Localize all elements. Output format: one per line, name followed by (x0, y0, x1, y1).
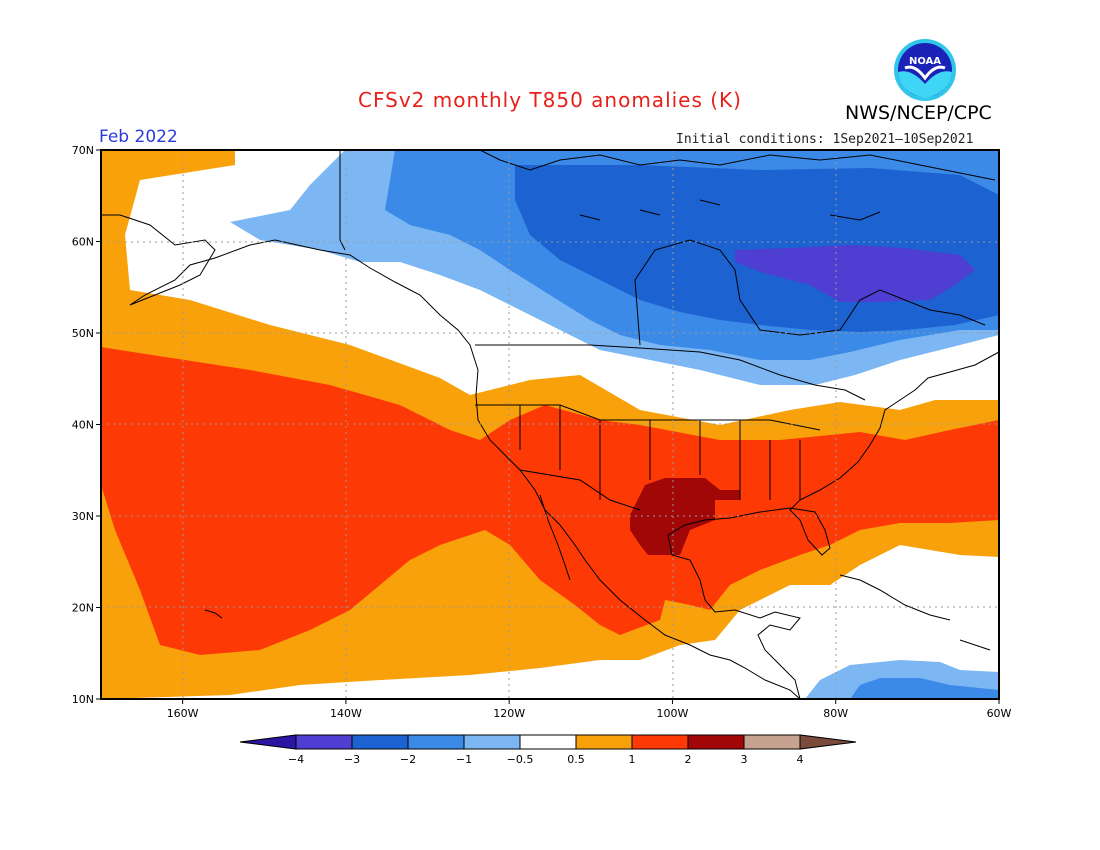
colorbar-label: −1 (456, 753, 472, 766)
lon-tick-label: 140W (330, 707, 362, 720)
colorbar-label: −0.5 (507, 753, 534, 766)
agency-label: NWS/NCEP/CPC (845, 102, 992, 124)
colorbar-label: 4 (797, 753, 804, 766)
colorbar-swatch (687, 734, 745, 750)
lon-tick-label: 120W (493, 707, 525, 720)
lon-tick-label: 100W (657, 707, 689, 720)
colorbar-label: 1 (629, 753, 636, 766)
coastlines (101, 150, 999, 699)
colorbar-swatch (295, 734, 353, 750)
colorbar-swatch (631, 734, 689, 750)
lon-tick-label: 60W (987, 707, 1012, 720)
colorbar-swatch (575, 734, 633, 750)
field-purple-core (735, 245, 975, 302)
colorbar-arrow-low (239, 734, 297, 750)
longitude-ticks: 160W 140W 120W 100W 80W 60W (167, 699, 1012, 720)
colorbar-swatch (743, 734, 801, 750)
lon-tick-label: 160W (167, 707, 199, 720)
lon-tick-label: 80W (823, 707, 848, 720)
latitude-ticks: 70N 60N 50N 40N 30N 20N 10N (72, 144, 101, 706)
lat-tick-label: 10N (72, 693, 94, 706)
colorbar: −4 −3 −2 −1 −0.5 0.5 1 2 3 4 (239, 734, 857, 766)
colorbar-label: 3 (741, 753, 748, 766)
initial-conditions: Initial conditions: 1Sep2021—10Sep2021 (676, 132, 974, 147)
colorbar-arrow-high (799, 734, 857, 750)
target-month: Feb 2022 (99, 127, 178, 147)
field-red-belt (101, 347, 999, 655)
colorbar-label: −2 (400, 753, 416, 766)
colorbar-swatch (407, 734, 465, 750)
lat-tick-label: 40N (72, 419, 94, 432)
gridlines (101, 150, 999, 699)
chart-title: CFSv2 monthly T850 anomalies (K) (358, 88, 742, 112)
lat-tick-label: 70N (72, 144, 94, 157)
colorbar-swatch (519, 734, 577, 750)
anomaly-field (101, 150, 999, 699)
colorbar-label: −3 (344, 753, 360, 766)
field-blue-caribbean (850, 678, 999, 699)
logo-text: NOAA (909, 56, 941, 67)
colorbar-label: 0.5 (567, 753, 585, 766)
lat-tick-label: 30N (72, 510, 94, 523)
lat-tick-label: 50N (72, 327, 94, 340)
colorbar-swatch (463, 734, 521, 750)
lat-tick-label: 20N (72, 602, 94, 615)
colorbar-label: 2 (685, 753, 692, 766)
noaa-logo: NOAA (894, 39, 956, 101)
colorbar-label: −4 (288, 753, 304, 766)
lat-tick-label: 60N (72, 236, 94, 249)
colorbar-swatch (351, 734, 409, 750)
